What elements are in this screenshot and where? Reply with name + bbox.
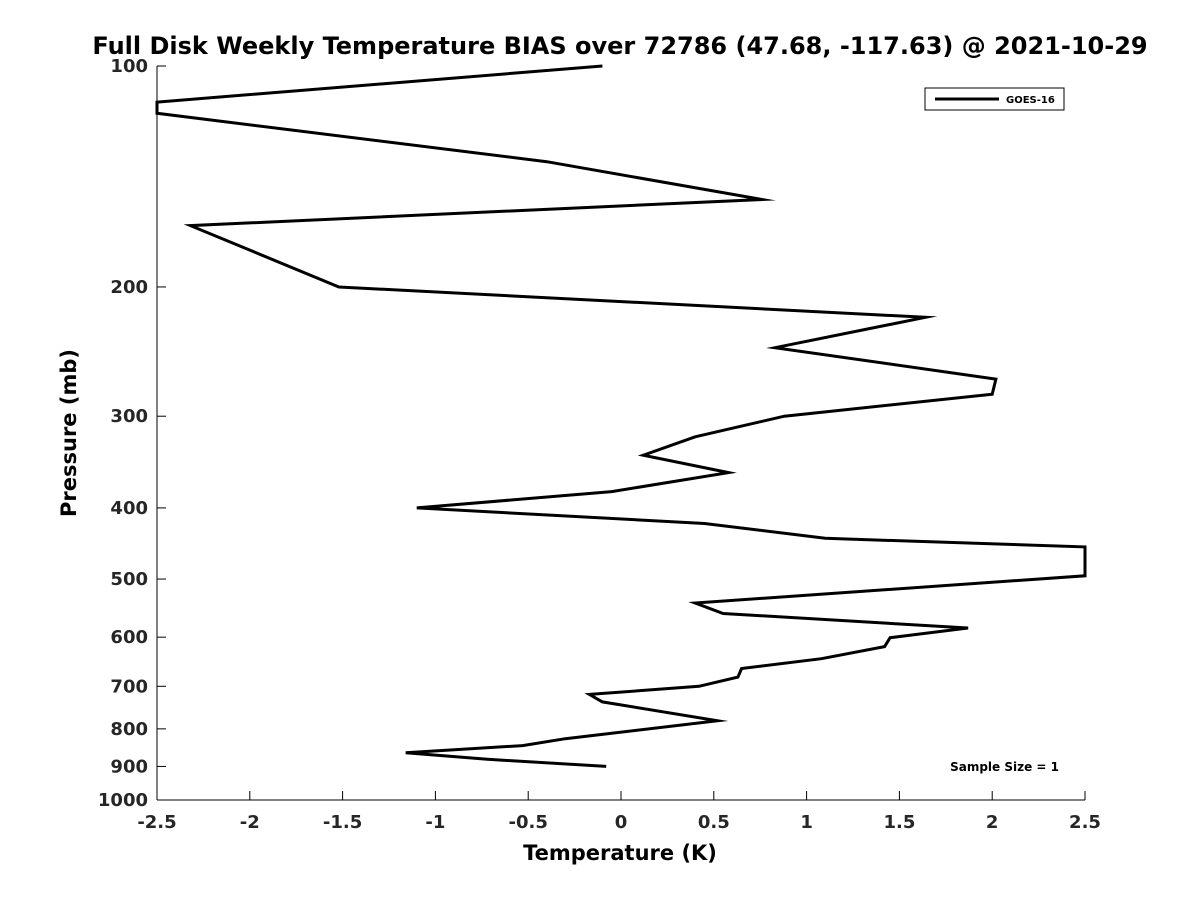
x-axis-ticks: -2.5 -2 -1.5 -1 -0.5 0 0.5 1 1.5 2 2.5 bbox=[137, 791, 1101, 833]
x-axis-label: Temperature (K) bbox=[523, 841, 717, 865]
y-tick-label: 800 bbox=[110, 719, 148, 740]
x-tick-label: 1 bbox=[800, 812, 813, 833]
x-tick-label: -1.5 bbox=[323, 812, 362, 833]
y-tick-label: 400 bbox=[110, 498, 148, 519]
x-tick-label: 2.5 bbox=[1069, 812, 1101, 833]
chart-title: Full Disk Weekly Temperature BIAS over 7… bbox=[92, 32, 1147, 60]
y-tick-label: 300 bbox=[110, 406, 148, 427]
y-axis-label: Pressure (mb) bbox=[57, 349, 81, 517]
legend-label-goes16: GOES-16 bbox=[1006, 95, 1055, 106]
x-tick-label: -2 bbox=[240, 812, 260, 833]
y-axis-ticks: 100 200 300 400 500 600 700 800 900 1000 bbox=[98, 56, 166, 811]
x-tick-label: 1.5 bbox=[883, 812, 915, 833]
x-tick-label: -1 bbox=[425, 812, 445, 833]
legend: GOES-16 bbox=[924, 87, 1065, 111]
plot-area bbox=[155, 64, 1087, 801]
x-tick-label: -2.5 bbox=[137, 812, 176, 833]
y-tick-label: 600 bbox=[110, 627, 148, 648]
y-tick-label: 700 bbox=[110, 676, 148, 697]
x-tick-label: 2 bbox=[986, 812, 999, 833]
y-tick-label: 100 bbox=[110, 56, 148, 77]
y-tick-label: 200 bbox=[110, 277, 148, 298]
sample-size-annotation: Sample Size = 1 bbox=[950, 760, 1059, 774]
x-tick-label: 0.5 bbox=[698, 812, 730, 833]
y-tick-label: 900 bbox=[110, 756, 148, 777]
y-tick-label: 1000 bbox=[98, 790, 148, 811]
x-tick-label: -0.5 bbox=[509, 812, 548, 833]
x-tick-label: 0 bbox=[615, 812, 628, 833]
y-tick-label: 500 bbox=[110, 569, 148, 590]
series-line-goes-16 bbox=[155, 64, 1087, 768]
